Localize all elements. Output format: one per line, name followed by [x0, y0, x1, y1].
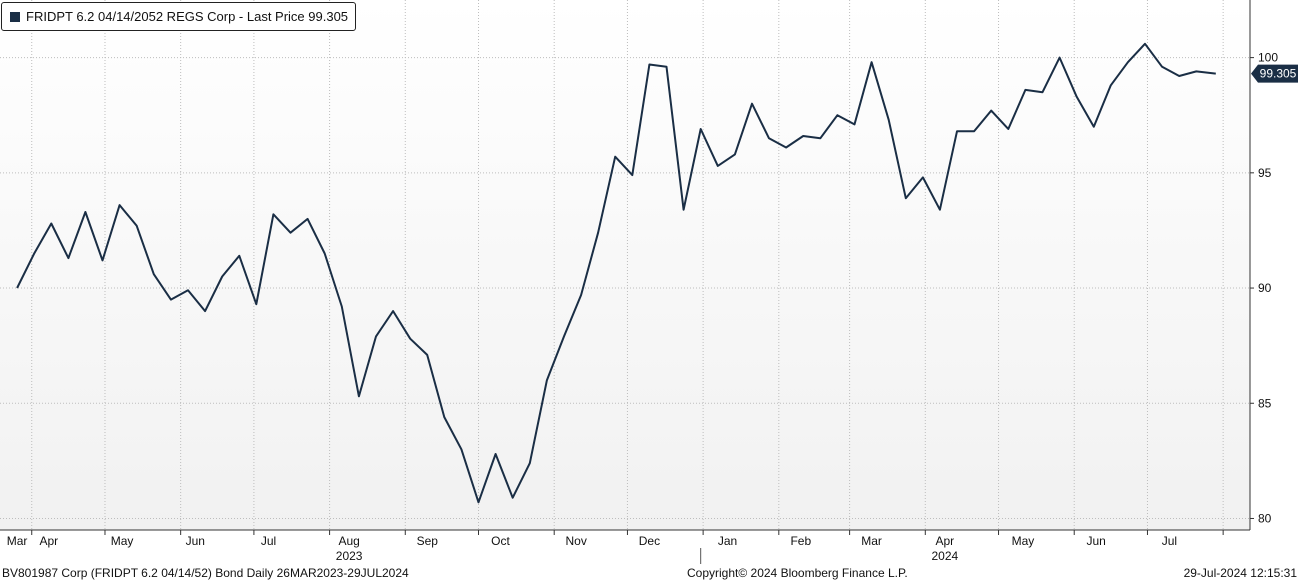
year-label: 2023: [336, 549, 363, 563]
x-tick-label: Jul: [261, 534, 276, 548]
x-tick-label: Mar: [861, 534, 882, 548]
plot-background: [0, 0, 1250, 530]
y-tick-label: 90: [1258, 281, 1272, 295]
grid-lines: [0, 0, 1250, 530]
y-tick-label: 80: [1258, 511, 1272, 525]
legend: FRIDPT 6.2 04/14/2052 REGS Corp - Last P…: [1, 2, 357, 31]
y-tick-labels: 80 85 90 95 100: [1250, 51, 1278, 525]
y-tick-label: 100: [1258, 51, 1278, 65]
chart-svg: 80 85 90 95 100 Mar Apr May Jun Jul Aug Sep Oct Nov D…: [0, 0, 1298, 564]
footer-copyright: Copyright© 2024 Bloomberg Finance L.P.: [687, 566, 908, 580]
legend-label: FRIDPT 6.2 04/14/2052 REGS Corp - Last P…: [26, 9, 349, 24]
x-tick-label: Jun: [1087, 534, 1106, 548]
y-tick-label: 95: [1258, 166, 1272, 180]
x-tick-label: Jul: [1162, 534, 1177, 548]
last-price-value: 99.305: [1260, 67, 1297, 81]
x-tick-label: Feb: [790, 534, 811, 548]
axes: [0, 0, 1251, 531]
year-label: 2024: [931, 549, 958, 563]
x-tick-label: Oct: [491, 534, 510, 548]
footer-ticker-info: BV801987 Corp (FRIDPT 6.2 04/14/52) Bond…: [2, 566, 409, 580]
series-layer: [16, 42, 1216, 504]
price-line: [16, 42, 1216, 504]
last-price-tag: 99.305: [1251, 64, 1298, 83]
x-tick-label: Mar: [7, 534, 28, 548]
x-tick-label: May: [111, 534, 134, 548]
x-tick-label: Jun: [186, 534, 205, 548]
x-tick-label: May: [1012, 534, 1035, 548]
legend-swatch: [10, 11, 20, 22]
x-tick-label: Nov: [566, 534, 587, 548]
footer-timestamp: 29-Jul-2024 12:15:31: [1183, 566, 1297, 580]
x-tick-label: Jan: [718, 534, 737, 548]
x-tick-label: Sep: [417, 534, 439, 548]
y-tick-label: 85: [1258, 396, 1272, 410]
x-tick-labels: Mar Apr May Jun Jul Aug Sep Oct Nov Dec Jan Feb Mar A…: [7, 530, 1224, 564]
x-tick-label: Apr: [935, 534, 954, 548]
last-price-marker: [1251, 64, 1298, 83]
x-tick-label: Dec: [639, 534, 660, 548]
x-tick-label: Aug: [338, 534, 359, 548]
x-tick-label: Apr: [39, 534, 58, 548]
